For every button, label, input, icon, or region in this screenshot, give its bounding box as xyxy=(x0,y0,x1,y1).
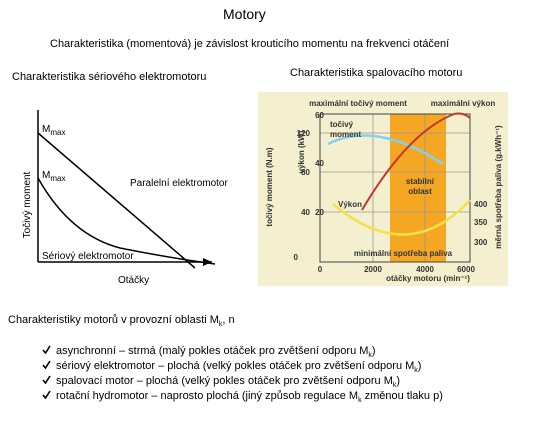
annotation: Výkon xyxy=(338,200,362,209)
tick-label: 4000 xyxy=(416,265,434,274)
consumption-curve xyxy=(332,199,471,236)
item-text: spalovací motor – plochá (velký pokles o… xyxy=(56,375,393,387)
check-icon xyxy=(42,374,56,389)
figure-background xyxy=(258,92,508,286)
bullet-item: spalovací motor – plochá (velký pokles o… xyxy=(42,374,443,389)
curve-label: Sériový elektromotor xyxy=(42,251,134,262)
item-sub: k xyxy=(358,397,362,405)
tick-label: 300 xyxy=(474,238,488,247)
tick-label: 40 xyxy=(301,208,310,217)
item-text: ) xyxy=(371,345,376,357)
check xyxy=(42,360,51,370)
annotation: moment xyxy=(330,130,361,139)
tick-label: 2000 xyxy=(364,265,382,274)
bullet-item: rotační hydromotor – naprosto plochá (ji… xyxy=(42,389,443,404)
item-text: asynchronní – strmá (malý pokles otáček … xyxy=(56,345,369,357)
title: Motory xyxy=(223,6,266,22)
bullet-list: asynchronní – strmá (malý pokles otáček … xyxy=(42,344,443,404)
curve-label: Paralelní elektromotor xyxy=(130,178,228,189)
bullet-item: sériový elektromotor – plochá (velký pok… xyxy=(42,359,443,374)
axis-arrow xyxy=(203,258,212,266)
bullet-item: asynchronní – strmá (malý pokles otáček … xyxy=(42,344,443,359)
check-icon xyxy=(42,389,56,404)
tick-label: 60 xyxy=(315,111,324,120)
right-caption: Charakteristika spalovacího motoru xyxy=(290,67,463,79)
x-axis-label: Otáčky xyxy=(118,275,149,286)
left-caption: Charakteristika sériového elektromotoru xyxy=(12,71,207,83)
y-axis-label: Točivý moment xyxy=(22,171,33,238)
annotation: točivý xyxy=(330,120,354,129)
tick-label: 0 xyxy=(294,253,299,262)
tick-label: 80 xyxy=(301,168,310,177)
item-sub: k xyxy=(392,382,397,390)
annotation: maximální točivý moment xyxy=(309,99,407,108)
series-curve xyxy=(37,177,216,265)
stable-region xyxy=(390,114,446,262)
y-axis-label: točivý moment (N.m) xyxy=(265,147,274,226)
tick-label: 40 xyxy=(315,159,324,168)
x-axis-label: otáčky motoru (min⁻¹) xyxy=(386,274,470,283)
tick-label: 0 xyxy=(318,265,323,274)
tick-label: 350 xyxy=(474,218,488,227)
tick-label: 120 xyxy=(297,129,311,138)
heading-text: , n xyxy=(222,314,235,326)
y-axis-label: měrná spotřeba paliva (g.kWh⁻¹) xyxy=(494,125,503,249)
plot-frame xyxy=(319,113,471,263)
annotation: stabilní xyxy=(406,177,435,186)
left-figure: Točivý moment Mmax Mmax Paralelní elektr… xyxy=(22,110,228,286)
mmax-m: M xyxy=(42,170,50,181)
item-text: ) xyxy=(396,375,401,387)
heading-text: Charakteristiky motorů v provozní oblast… xyxy=(8,314,219,326)
item-text: ) xyxy=(417,360,422,372)
annotation: maximální výkon xyxy=(431,99,496,108)
item-text: sériový elektromotor – plochá (velký pok… xyxy=(56,360,415,372)
parallel-curve xyxy=(37,132,196,269)
tick-label: 20 xyxy=(315,208,324,217)
item-sub: k xyxy=(368,352,372,360)
annotation: minimální spotřeba paliva xyxy=(354,249,453,258)
check xyxy=(42,390,51,400)
item-sub: k xyxy=(414,367,418,375)
item-text: rotační hydromotor – naprosto plochá (ji… xyxy=(56,390,359,402)
section-heading: Charakteristiky motorů v provozní oblast… xyxy=(8,314,235,328)
torque-curve xyxy=(327,134,444,166)
tick-label: 6000 xyxy=(457,265,475,274)
mmax-m: M xyxy=(42,124,50,135)
check xyxy=(42,375,51,385)
annotation: oblast xyxy=(408,187,432,196)
tick-label: 400 xyxy=(474,200,488,209)
mmax-sub: max xyxy=(50,174,65,183)
check-icon xyxy=(42,344,56,359)
right-figure: 120 80 40 0 60 40 20 400 350 300 0 2000 … xyxy=(258,92,508,286)
y-axis-label: výkon (kW) xyxy=(297,130,306,173)
mmax-sub: max xyxy=(50,128,65,137)
mmax-label: Mmax xyxy=(42,124,65,137)
check-icon xyxy=(42,359,56,374)
subtitle: Charakteristika (momentová) je závislost… xyxy=(50,38,450,50)
heading-sub: k xyxy=(218,321,223,329)
check xyxy=(42,345,51,355)
power-curve xyxy=(361,112,471,211)
mmax-label: Mmax xyxy=(42,170,65,183)
item-text: změnou tlaku p) xyxy=(361,390,443,402)
